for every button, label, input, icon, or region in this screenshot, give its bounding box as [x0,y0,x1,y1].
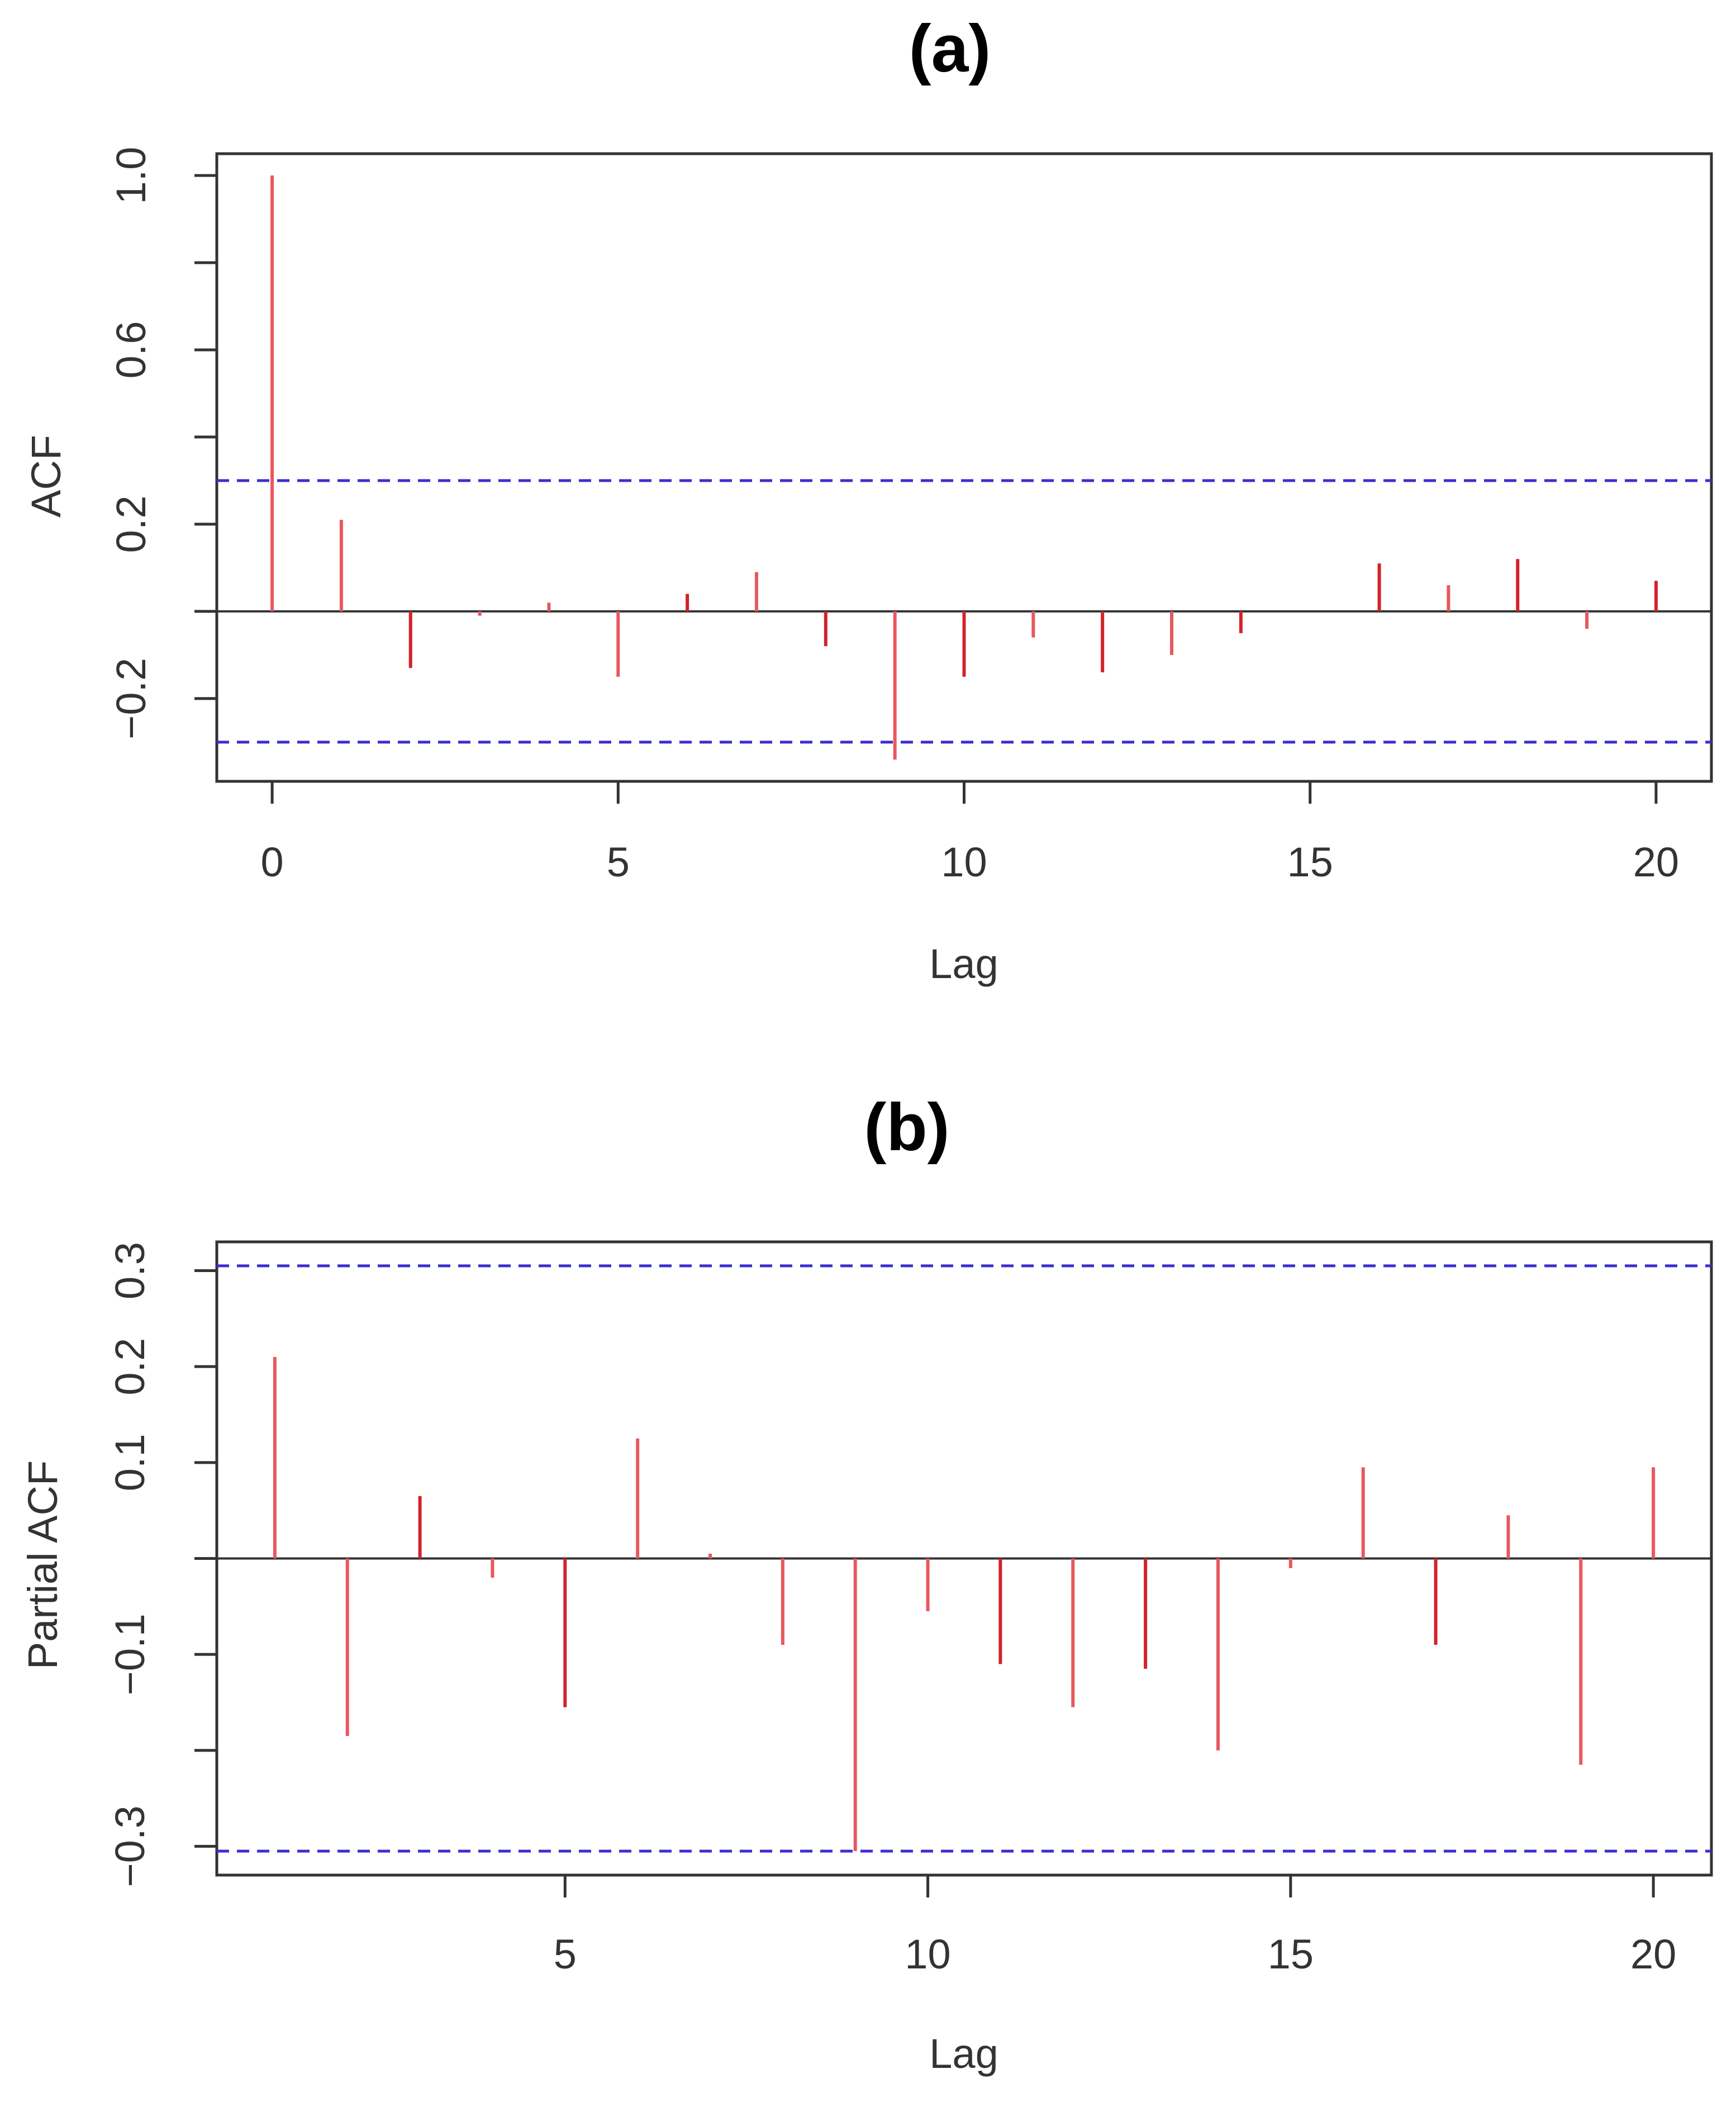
acf-plot-frame [215,152,1713,783]
acf-panel: (a) 0 5 10 15 20 1.0 0.6 0.2 −0.2 Lag ACF [23,11,1713,987]
acf-y-tick-label-0: 1.0 [108,147,154,205]
pacf-y-tick-label-0: 0.3 [107,1242,153,1299]
pacf-panel: (b) 5 10 15 20 0.3 0.2 0.1 −0.1 −0.3 Lag Partial… [20,1090,1713,2077]
pacf-y-tick-label-1: 0.2 [107,1338,153,1396]
pacf-plot-area: 5 10 15 20 0.3 0.2 0.1 −0.1 −0.3 [107,1242,1711,1977]
acf-x-tick-label-15: 15 [1287,839,1333,885]
acf-y-tick-label-3: −0.2 [108,658,154,739]
panel-b-title: (b) [864,1090,949,1165]
pacf-x-axis-label: Lag [929,2030,998,2077]
pacf-y-tick-label-4: −0.3 [107,1805,153,1887]
acf-x-axis-label: Lag [929,941,998,987]
pacf-y-tick-label-2: 0.1 [107,1434,153,1491]
pacf-y-tick-label-3: −0.1 [107,1614,153,1695]
panel-a-title: (a) [909,11,991,86]
acf-y-tick-label-2: 0.2 [108,495,154,553]
acf-x-tick-label-20: 20 [1633,839,1679,885]
pacf-y-axis-label: Partial ACF [20,1460,66,1669]
acf-x-tick-label-5: 5 [607,839,630,885]
acf-y-tick-label-1: 0.6 [108,321,154,379]
pacf-x-tick-label-15: 15 [1268,1931,1314,1977]
acf-x-tick-label-0: 0 [260,839,283,885]
acf-y-axis-label: ACF [23,435,69,518]
pacf-x-tick-label-5: 5 [554,1931,577,1977]
pacf-x-tick-label-20: 20 [1630,1931,1676,1977]
pacf-x-tick-label-10: 10 [905,1931,950,1977]
acf-x-tick-label-10: 10 [941,839,987,885]
acf-plot-area: 0 5 10 15 20 1.0 0.6 0.2 −0.2 [108,147,1711,885]
